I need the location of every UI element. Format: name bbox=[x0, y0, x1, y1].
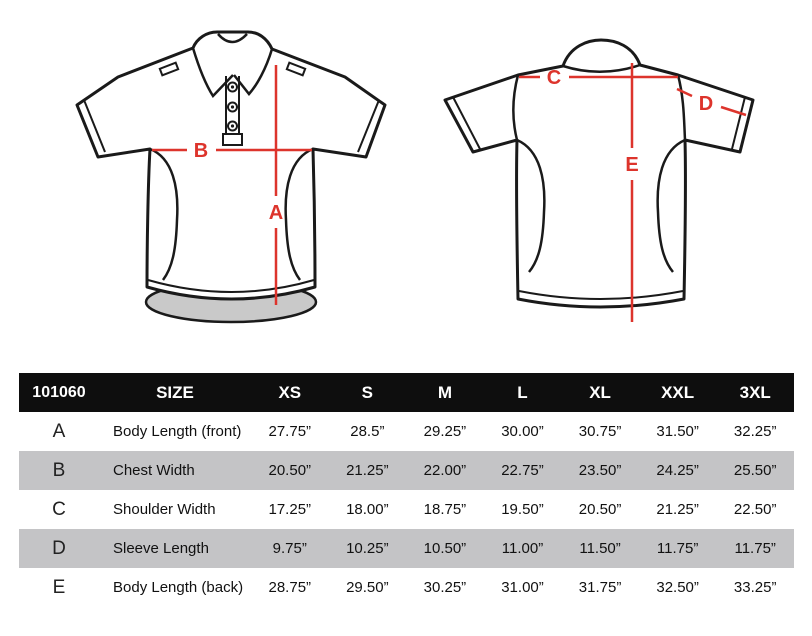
measurement-label-b: B bbox=[194, 140, 208, 162]
value-xl: 23.50” bbox=[578, 462, 622, 479]
value-m: 18.75” bbox=[423, 501, 467, 518]
value-s: 28.5” bbox=[350, 423, 385, 440]
value-xl: 11.50” bbox=[579, 540, 621, 557]
placket-buttons bbox=[227, 81, 238, 132]
table-row-e: E Body Length (back) 28.75” 29.50” 30.25… bbox=[19, 568, 794, 607]
value-xxl: 32.50” bbox=[656, 579, 699, 596]
size-header-label: SIZE bbox=[156, 382, 194, 402]
row-measurement-name: Chest Width bbox=[113, 462, 195, 479]
front-collar-right-flap bbox=[233, 48, 274, 96]
value-m: 30.25” bbox=[423, 579, 467, 596]
front-left-shoulder-slit bbox=[158, 61, 180, 77]
value-xl: 31.75” bbox=[578, 579, 622, 596]
row-measurement-name: Body Length (front) bbox=[113, 423, 242, 440]
size-col-s: S bbox=[361, 382, 374, 402]
row-measurement-name: Sleeve Length bbox=[113, 540, 209, 557]
measurement-label-c: C bbox=[547, 67, 561, 89]
front-left-side-seam bbox=[149, 147, 179, 281]
polo-front-view-diagram: B A bbox=[75, 30, 387, 324]
value-xs: 17.25” bbox=[268, 501, 312, 518]
measurement-line-b: B bbox=[152, 140, 312, 162]
back-hem-seam bbox=[518, 290, 684, 300]
value-xl: 20.50” bbox=[578, 501, 622, 518]
measurement-line-e: E bbox=[625, 63, 639, 322]
value-3xl: 25.50” bbox=[733, 462, 777, 479]
value-l: 22.75” bbox=[501, 462, 544, 479]
row-letter: D bbox=[52, 537, 66, 559]
measurement-label-a: A bbox=[269, 202, 283, 224]
measurement-line-c: C bbox=[519, 67, 678, 89]
back-left-cuff-seam bbox=[452, 96, 481, 150]
value-xs: 28.75” bbox=[268, 579, 312, 596]
measurement-line-a: A bbox=[269, 65, 283, 305]
back-shirt-outline bbox=[443, 38, 755, 309]
value-l: 31.00” bbox=[501, 579, 544, 596]
value-l: 30.00” bbox=[501, 423, 544, 440]
value-3xl: 22.50” bbox=[733, 501, 777, 518]
value-s: 29.50” bbox=[346, 579, 389, 596]
value-m: 10.50” bbox=[423, 540, 467, 557]
front-collar-band bbox=[217, 33, 248, 44]
measurement-label-e: E bbox=[625, 154, 638, 176]
value-xxl: 31.50” bbox=[656, 423, 699, 440]
row-letter: A bbox=[52, 420, 66, 442]
size-col-m: M bbox=[437, 382, 452, 402]
product-code: 101060 bbox=[32, 383, 86, 401]
size-table: 101060 SIZE XS S M L XL XXL 3XL A Body L… bbox=[19, 373, 794, 607]
table-row-b: B Chest Width 20.50” 21.25” 22.00” 22.75… bbox=[19, 451, 794, 490]
row-letter: E bbox=[52, 576, 66, 598]
back-right-cuff-seam bbox=[731, 96, 746, 150]
back-right-armhole-seam bbox=[676, 74, 687, 141]
value-l: 19.50” bbox=[501, 501, 544, 518]
front-shirt-outline bbox=[75, 30, 387, 301]
table-header-row: 101060 SIZE XS S M L XL XXL 3XL bbox=[19, 373, 794, 412]
value-xxl: 11.75” bbox=[656, 540, 699, 557]
measurement-label-d: D bbox=[699, 93, 713, 115]
value-xl: 30.75” bbox=[578, 423, 622, 440]
row-letter: C bbox=[52, 498, 66, 520]
back-left-side-seam bbox=[516, 138, 546, 273]
row-measurement-name: Body Length (back) bbox=[113, 579, 244, 596]
front-hem-seam bbox=[147, 279, 315, 293]
value-xs: 27.75” bbox=[268, 423, 312, 440]
value-m: 22.00” bbox=[423, 462, 467, 479]
size-col-xs: XS bbox=[278, 382, 302, 402]
front-collar-left-flap bbox=[191, 47, 234, 99]
value-s: 10.25” bbox=[346, 540, 389, 557]
value-m: 29.25” bbox=[423, 423, 467, 440]
table-row-d: D Sleeve Length 9.75” 10.25” 10.50” 11.0… bbox=[19, 529, 794, 568]
size-col-xl: XL bbox=[589, 382, 611, 402]
size-col-l: L bbox=[517, 382, 528, 402]
front-right-side-seam bbox=[284, 147, 314, 281]
row-letter: B bbox=[52, 459, 66, 481]
polo-back-view-diagram: C D E bbox=[443, 38, 755, 322]
measurement-line-d: D bbox=[676, 87, 747, 117]
value-s: 18.00” bbox=[346, 501, 389, 518]
value-3xl: 33.25” bbox=[733, 579, 777, 596]
value-3xl: 11.75” bbox=[734, 540, 776, 557]
table-row-c: C Shoulder Width 17.25” 18.00” 18.75” 19… bbox=[19, 490, 794, 529]
value-xs: 9.75” bbox=[272, 540, 307, 557]
front-right-cuff-seam bbox=[357, 99, 380, 153]
value-3xl: 32.25” bbox=[733, 423, 777, 440]
row-measurement-name: Shoulder Width bbox=[113, 501, 216, 518]
size-col-xxl: XXL bbox=[661, 382, 695, 402]
value-l: 11.00” bbox=[501, 540, 544, 557]
value-xxl: 24.25” bbox=[656, 462, 699, 479]
table-row-a: A Body Length (front) 27.75” 28.5” 29.25… bbox=[19, 412, 794, 451]
back-left-armhole-seam bbox=[512, 74, 520, 141]
value-s: 21.25” bbox=[346, 462, 389, 479]
front-right-shoulder-slit bbox=[285, 61, 307, 77]
placket-bottom-box bbox=[222, 133, 243, 146]
front-left-cuff-seam bbox=[83, 99, 106, 153]
size-col-3xl: 3XL bbox=[739, 382, 771, 402]
back-right-side-seam bbox=[656, 138, 686, 273]
value-xxl: 21.25” bbox=[656, 501, 699, 518]
value-xs: 20.50” bbox=[268, 462, 312, 479]
